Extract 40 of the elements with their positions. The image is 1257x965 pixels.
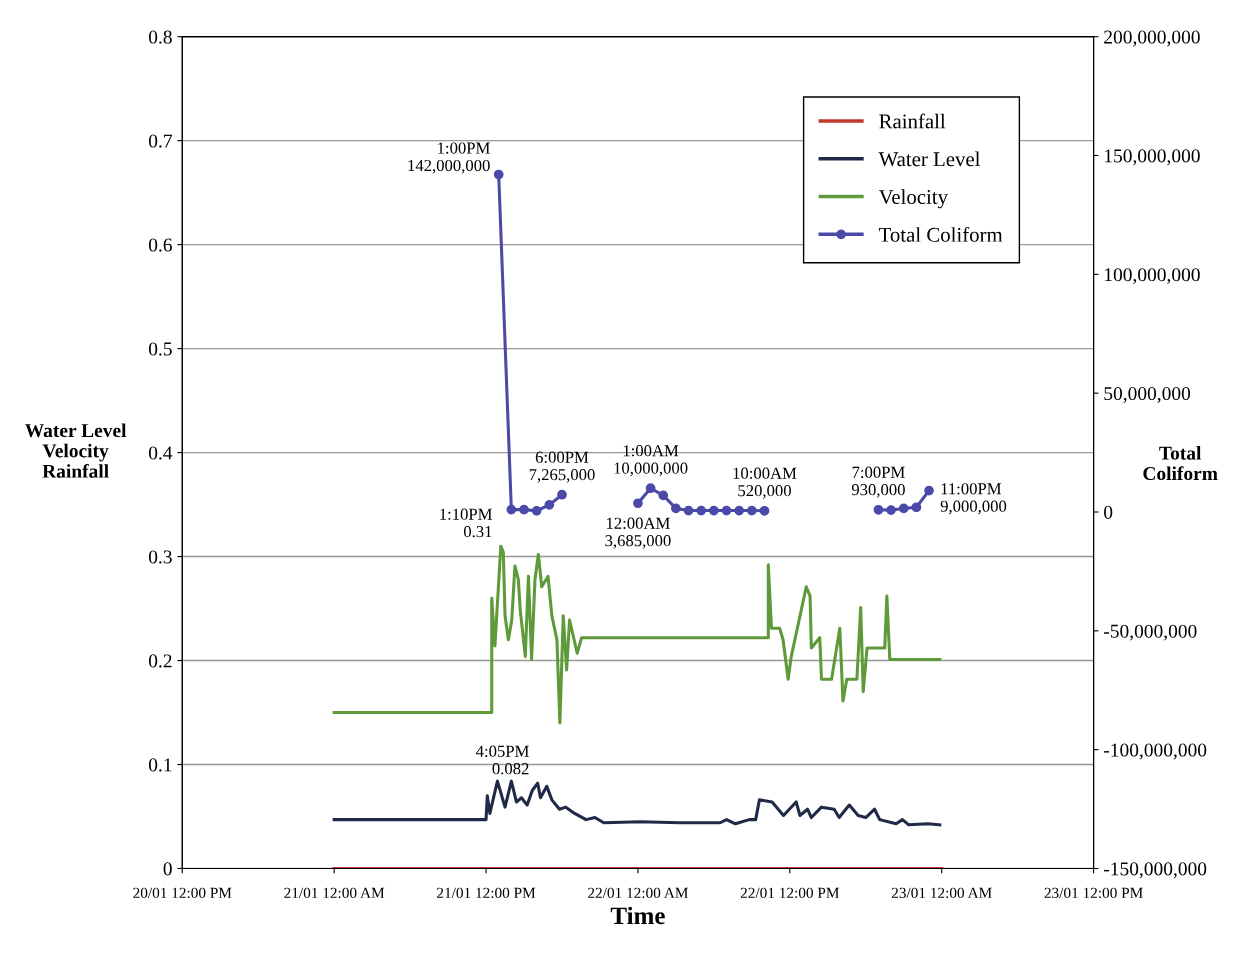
legend-label: Velocity [878,189,948,209]
x-tick-label: 20/01 12:00 PM [133,887,232,899]
y-tick-label: 0.4 [148,446,173,460]
y2-tick-label: 100,000,000 [1105,268,1200,285]
y2-tick-label: 150,000,000 [1105,149,1200,166]
y-tick-label: 0.7 [148,134,172,148]
y-axis-title: Water Level Velocity Rainfall [25,423,127,478]
y2-tick-label: -50,000,000 [1104,624,1197,641]
x-tick-label: 22/01 12:00 PM [740,887,840,899]
legend-label: Total Coliform [878,226,1003,242]
legend-label: Water Level [878,151,981,167]
data-label: 1:00AM 10,000,000 [614,445,688,477]
data-label: 1:10PM 0.31 [440,508,492,538]
data-label: 10:00AM 520,000 [733,467,797,499]
y2-tick-label: 0 [1104,505,1113,519]
y-tick-label: 0.1 [148,758,172,772]
legend-label: Rainfall [879,113,946,129]
x-tick-label: 21/01 12:00 PM [437,887,536,899]
y-tick-label: 0 [163,862,172,876]
y-tick-label: 0.3 [148,550,172,564]
y2-tick-label: 50,000,000 [1104,386,1191,403]
y2-axis-title: Total Coliform [1143,446,1218,481]
y-tick-label: 0.6 [148,238,172,252]
data-label: 4:05PM 0.082 [476,745,529,775]
data-label: 11:00PM 9,000,000 [940,483,1007,515]
x-axis-title: Time [610,906,665,925]
x-tick-label: 23/01 12:00 AM [891,887,992,899]
data-label: 7:00PM 930,000 [851,466,905,498]
data-label: 6:00PM 7,265,000 [529,451,595,483]
data-label: 1:00PM 142,000,000 [408,142,490,174]
x-tick-label: 23/01 12:00 PM [1044,887,1143,899]
y2-tick-label: 200,000,000 [1104,30,1200,47]
y-tick-label: 0.8 [148,30,172,44]
y-tick-label: 0.5 [148,342,172,356]
y2-tick-label: -150,000,000 [1104,862,1207,879]
y-tick-label: 0.2 [148,654,172,668]
x-tick-label: 21/01 12:00 AM [284,887,385,899]
x-tick-label: 22/01 12:00 AM [588,887,688,899]
data-label: 12:00AM 3,685,000 [605,517,671,549]
y2-tick-label: -100,000,000 [1104,743,1207,760]
